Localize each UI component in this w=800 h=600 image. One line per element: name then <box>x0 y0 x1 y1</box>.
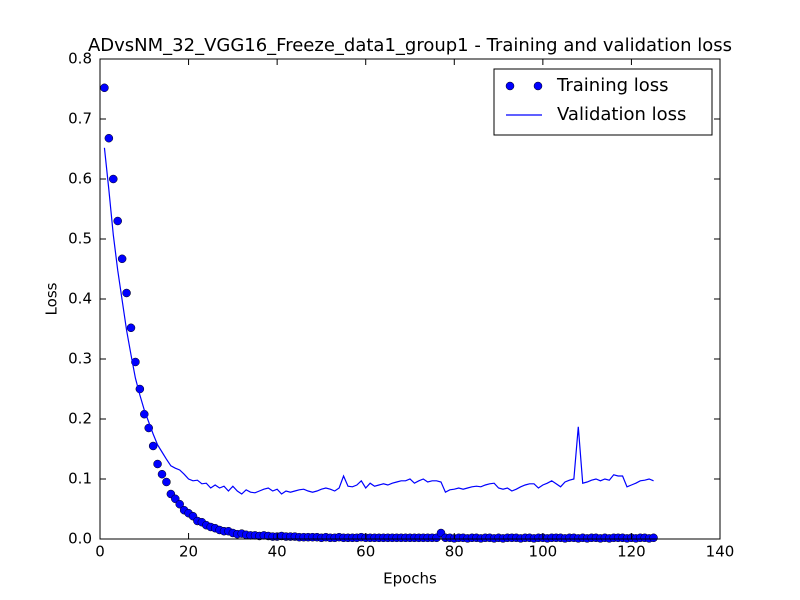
x-tick-label: 40 <box>268 543 287 561</box>
data-point <box>100 83 109 93</box>
y-tick-label: 0.0 <box>68 530 92 548</box>
data-point <box>649 533 658 543</box>
legend: Training loss Validation loss <box>493 68 713 136</box>
data-point <box>109 174 118 184</box>
x-tick-label: 0 <box>95 543 105 561</box>
legend-label: Training loss <box>556 75 669 96</box>
x-tick-label: 80 <box>445 543 464 561</box>
x-axis-label: Epochs <box>383 570 437 588</box>
data-line <box>103 147 654 495</box>
y-tick-label: 0.2 <box>68 410 92 428</box>
x-tick-label: 20 <box>179 543 198 561</box>
data-point <box>104 133 114 143</box>
data-point <box>162 477 171 487</box>
y-tick-label: 0.1 <box>68 470 92 488</box>
x-tick-label: 140 <box>706 543 735 561</box>
data-point <box>122 288 131 298</box>
y-tick-label: 0.6 <box>68 170 92 188</box>
x-tick-label: 60 <box>356 543 375 561</box>
data-point <box>148 441 158 451</box>
data-point <box>131 357 140 367</box>
legend-marker <box>533 81 543 91</box>
legend-label: Validation loss <box>557 104 686 125</box>
x-tick-label: 120 <box>617 543 646 561</box>
y-axis-label: Loss <box>43 282 61 315</box>
data-point <box>153 459 162 469</box>
x-tick-label: 100 <box>529 543 558 561</box>
data-point <box>113 216 122 226</box>
chart-title: ADvsNM_32_VGG16_Freeze_data1_group1 - Tr… <box>88 35 732 56</box>
legend-frame <box>493 68 713 136</box>
legend-marker <box>505 81 515 91</box>
y-tick-label: 0.4 <box>68 290 92 308</box>
data-point <box>117 254 127 264</box>
y-tick-label: 0.5 <box>68 230 92 248</box>
data-point <box>157 469 167 479</box>
y-tick-label: 0.3 <box>68 350 92 368</box>
y-tick-label: 0.7 <box>68 110 92 128</box>
y-tick-label: 0.8 <box>68 50 92 68</box>
data-point <box>175 499 184 509</box>
data-point <box>126 323 136 333</box>
